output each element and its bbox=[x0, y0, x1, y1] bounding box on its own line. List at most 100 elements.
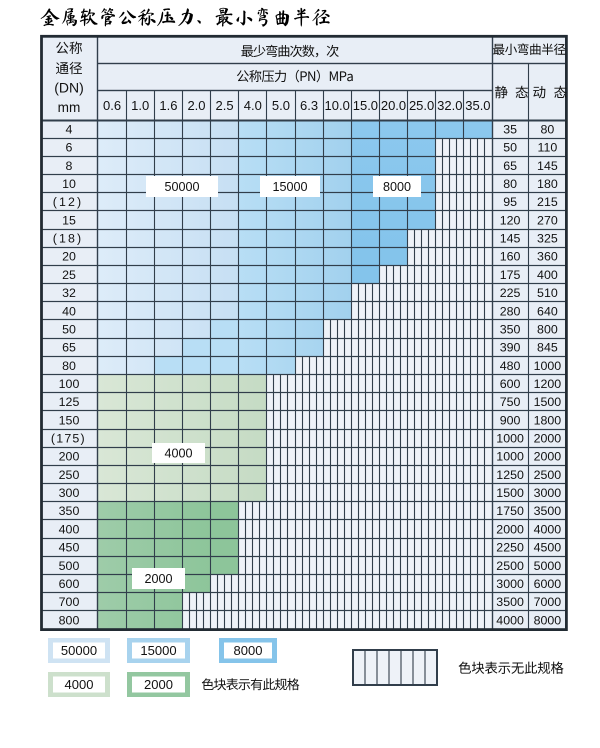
svg-text:65: 65 bbox=[62, 341, 76, 355]
svg-text:(DN): (DN) bbox=[54, 79, 84, 95]
svg-text:1000: 1000 bbox=[496, 432, 524, 446]
svg-text:3500: 3500 bbox=[534, 504, 562, 518]
svg-text:150: 150 bbox=[59, 413, 80, 427]
svg-text:215: 215 bbox=[537, 195, 558, 209]
svg-text:2000: 2000 bbox=[496, 522, 524, 536]
svg-text:4: 4 bbox=[66, 123, 73, 137]
svg-text:4500: 4500 bbox=[534, 541, 562, 555]
svg-text:5.0: 5.0 bbox=[272, 98, 290, 113]
svg-text:4000: 4000 bbox=[164, 447, 192, 461]
svg-text:32: 32 bbox=[62, 286, 76, 300]
svg-text:450: 450 bbox=[59, 541, 80, 555]
svg-text:700: 700 bbox=[59, 595, 80, 609]
svg-text:300: 300 bbox=[59, 486, 80, 500]
svg-text:35.0: 35.0 bbox=[465, 98, 490, 113]
svg-text:20.0: 20.0 bbox=[381, 98, 406, 113]
svg-text:1800: 1800 bbox=[534, 413, 562, 427]
svg-text:1.6: 1.6 bbox=[159, 98, 177, 113]
svg-text:350: 350 bbox=[59, 504, 80, 518]
svg-text:50: 50 bbox=[62, 322, 76, 336]
svg-text:15.0: 15.0 bbox=[353, 98, 378, 113]
svg-text:1000: 1000 bbox=[496, 450, 524, 464]
svg-text:6: 6 bbox=[66, 141, 73, 155]
svg-text:360: 360 bbox=[537, 250, 558, 264]
svg-text:640: 640 bbox=[537, 304, 558, 318]
svg-text:4.0: 4.0 bbox=[244, 98, 262, 113]
svg-text:0.6: 0.6 bbox=[103, 98, 121, 113]
svg-text:250: 250 bbox=[59, 468, 80, 482]
svg-text:4000: 4000 bbox=[496, 613, 524, 627]
svg-text:600: 600 bbox=[59, 577, 80, 591]
svg-text:35: 35 bbox=[503, 123, 517, 137]
svg-text:(175): (175) bbox=[51, 432, 86, 446]
svg-text:50000: 50000 bbox=[61, 643, 97, 658]
svg-text:100: 100 bbox=[59, 377, 80, 391]
svg-text:510: 510 bbox=[537, 286, 558, 300]
svg-text:2000: 2000 bbox=[534, 450, 562, 464]
svg-text:350: 350 bbox=[500, 322, 521, 336]
svg-text:25.0: 25.0 bbox=[409, 98, 434, 113]
svg-text:7000: 7000 bbox=[534, 595, 562, 609]
svg-text:1.0: 1.0 bbox=[131, 98, 149, 113]
svg-text:32.0: 32.0 bbox=[437, 98, 462, 113]
svg-text:2500: 2500 bbox=[496, 559, 524, 573]
svg-text:480: 480 bbox=[500, 359, 521, 373]
svg-text:(12): (12) bbox=[53, 195, 83, 209]
svg-text:1750: 1750 bbox=[496, 504, 524, 518]
svg-text:1500: 1500 bbox=[496, 486, 524, 500]
svg-text:2000: 2000 bbox=[144, 572, 172, 586]
svg-text:2500: 2500 bbox=[534, 468, 562, 482]
svg-text:1000: 1000 bbox=[534, 359, 562, 373]
svg-text:8000: 8000 bbox=[383, 180, 411, 194]
svg-text:3000: 3000 bbox=[534, 486, 562, 500]
svg-text:390: 390 bbox=[500, 341, 521, 355]
svg-text:3000: 3000 bbox=[496, 577, 524, 591]
svg-text:325: 325 bbox=[537, 232, 558, 246]
svg-text:15000: 15000 bbox=[272, 180, 307, 194]
svg-text:900: 900 bbox=[500, 413, 521, 427]
svg-text:280: 280 bbox=[500, 304, 521, 318]
svg-text:2000: 2000 bbox=[534, 432, 562, 446]
svg-text:80: 80 bbox=[503, 177, 517, 191]
svg-text:270: 270 bbox=[537, 213, 558, 227]
svg-text:2000: 2000 bbox=[144, 677, 173, 692]
svg-text:145: 145 bbox=[537, 159, 558, 173]
svg-text:500: 500 bbox=[59, 559, 80, 573]
svg-text:65: 65 bbox=[503, 159, 517, 173]
svg-text:2250: 2250 bbox=[496, 541, 524, 555]
svg-text:10.0: 10.0 bbox=[325, 98, 350, 113]
svg-text:4000: 4000 bbox=[534, 522, 562, 536]
svg-text:110: 110 bbox=[538, 141, 558, 155]
svg-text:4000: 4000 bbox=[65, 677, 94, 692]
svg-text:400: 400 bbox=[59, 522, 80, 536]
svg-text:80: 80 bbox=[62, 359, 76, 373]
svg-text:750: 750 bbox=[500, 395, 521, 409]
svg-text:8000: 8000 bbox=[534, 613, 562, 627]
svg-text:1500: 1500 bbox=[534, 395, 562, 409]
svg-text:400: 400 bbox=[537, 268, 558, 282]
svg-text:50: 50 bbox=[503, 141, 517, 155]
svg-text:15: 15 bbox=[62, 213, 76, 227]
svg-text:175: 175 bbox=[500, 268, 521, 282]
svg-text:15000: 15000 bbox=[140, 643, 176, 658]
svg-text:80: 80 bbox=[541, 123, 555, 137]
svg-text:95: 95 bbox=[503, 195, 517, 209]
svg-text:6.3: 6.3 bbox=[300, 98, 318, 113]
svg-text:1250: 1250 bbox=[496, 468, 524, 482]
svg-text:180: 180 bbox=[537, 177, 558, 191]
svg-text:20: 20 bbox=[62, 250, 76, 264]
svg-text:(18): (18) bbox=[53, 232, 83, 246]
svg-text:5000: 5000 bbox=[534, 559, 562, 573]
svg-text:mm: mm bbox=[58, 100, 81, 115]
svg-text:1200: 1200 bbox=[534, 377, 562, 391]
svg-text:6000: 6000 bbox=[534, 577, 562, 591]
svg-text:3500: 3500 bbox=[496, 595, 524, 609]
svg-text:40: 40 bbox=[62, 304, 76, 318]
svg-text:25: 25 bbox=[62, 268, 76, 282]
svg-text:125: 125 bbox=[59, 395, 80, 409]
svg-text:145: 145 bbox=[500, 232, 521, 246]
svg-text:600: 600 bbox=[500, 377, 521, 391]
svg-text:2.5: 2.5 bbox=[216, 98, 234, 113]
svg-text:8000: 8000 bbox=[234, 643, 263, 658]
svg-text:200: 200 bbox=[59, 450, 80, 464]
